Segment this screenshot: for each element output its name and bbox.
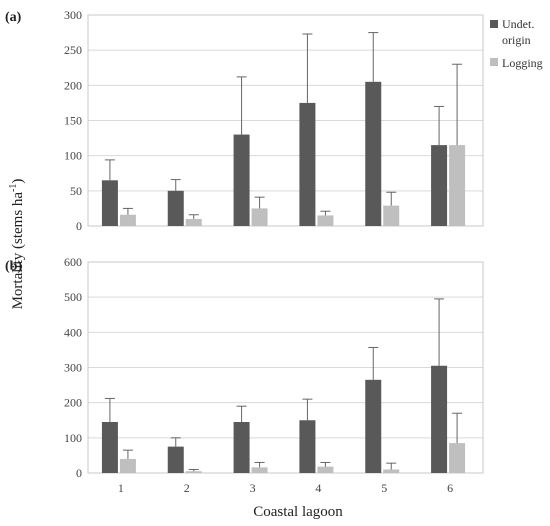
legend: Undet. origin Logging bbox=[490, 17, 543, 70]
x-tick-label: 3 bbox=[250, 481, 256, 495]
bar-logging bbox=[383, 205, 400, 226]
legend-label: Undet. bbox=[502, 17, 534, 31]
bar-undet-origin bbox=[233, 134, 250, 226]
legend-label: origin bbox=[502, 33, 531, 47]
bar-undet-origin bbox=[431, 145, 448, 226]
bar-logging bbox=[449, 443, 466, 473]
y-tick-label: 200 bbox=[64, 396, 82, 410]
panel-b: 0 100 200 300 400 500 600 (b) 1 2 3 4 5 6 bbox=[5, 255, 484, 495]
y-tick-label: 300 bbox=[64, 8, 82, 22]
y-tick-label: 250 bbox=[64, 43, 82, 57]
panel-a: 0 50 100 150 200 250 300 (a) bbox=[5, 8, 484, 233]
x-tick-label: 6 bbox=[447, 481, 453, 495]
y-tick-label: 400 bbox=[64, 325, 82, 339]
x-tick-label: 4 bbox=[315, 481, 321, 495]
legend-swatch bbox=[490, 58, 498, 66]
bar-logging bbox=[185, 218, 202, 226]
y-tick-label: 100 bbox=[64, 431, 82, 445]
x-tick-label: 1 bbox=[118, 481, 124, 495]
bar-logging bbox=[119, 214, 136, 226]
bar-undet-origin bbox=[365, 81, 382, 226]
bar-logging bbox=[185, 471, 202, 473]
bar-logging bbox=[251, 467, 268, 473]
bar-logging bbox=[251, 208, 268, 226]
bar-logging bbox=[317, 215, 334, 226]
y-tick-label: 600 bbox=[64, 255, 82, 269]
bar-undet-origin bbox=[365, 379, 382, 473]
bar-undet-origin bbox=[233, 422, 250, 473]
y-axis-title: Mortality (stems ha-1) bbox=[8, 179, 26, 310]
bar-undet-origin bbox=[167, 446, 184, 473]
bar-undet-origin bbox=[167, 190, 184, 226]
plot-frame bbox=[87, 14, 484, 227]
bar-undet-origin bbox=[101, 422, 118, 473]
bar-logging bbox=[449, 145, 466, 226]
x-axis-title: Coastal lagoon bbox=[253, 504, 343, 520]
panel-label: (a) bbox=[5, 10, 22, 25]
y-tick-label: 100 bbox=[64, 149, 82, 163]
bar-logging bbox=[119, 458, 136, 473]
y-tick-label: 0 bbox=[76, 466, 82, 480]
bar-undet-origin bbox=[101, 180, 118, 226]
x-tick-label: 2 bbox=[184, 481, 190, 495]
y-tick-label: 200 bbox=[64, 78, 82, 92]
plot-frame bbox=[87, 261, 484, 474]
y-tick-label: 50 bbox=[70, 184, 82, 198]
bar-logging bbox=[383, 469, 400, 473]
panel-label: (b) bbox=[5, 259, 22, 274]
bar-undet-origin bbox=[299, 420, 316, 473]
bar-logging bbox=[317, 466, 334, 473]
y-tick-label: 0 bbox=[76, 219, 82, 233]
y-tick-label: 300 bbox=[64, 361, 82, 375]
legend-swatch bbox=[490, 20, 498, 28]
bar-undet-origin bbox=[299, 102, 316, 226]
y-tick-label: 500 bbox=[64, 290, 82, 304]
bar-undet-origin bbox=[431, 365, 448, 473]
legend-label: Logging bbox=[502, 56, 543, 70]
y-tick-label: 150 bbox=[64, 114, 82, 128]
x-tick-label: 5 bbox=[381, 481, 387, 495]
